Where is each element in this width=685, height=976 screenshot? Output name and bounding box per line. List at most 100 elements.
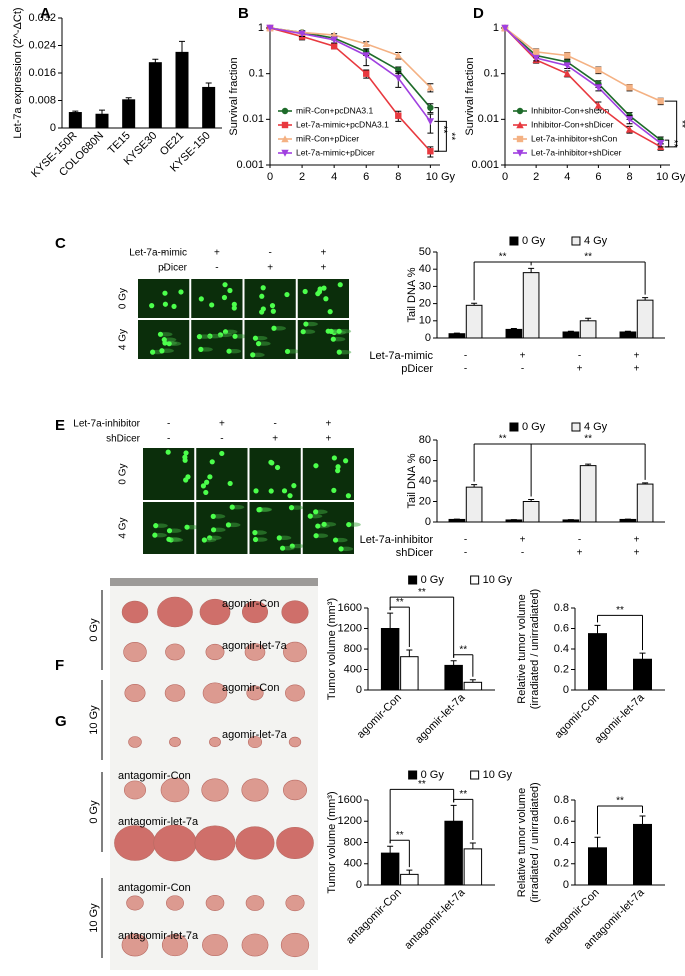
comet-head (291, 483, 297, 489)
marker (563, 62, 571, 70)
legend-label: Inhibitor-Con+shCon (531, 105, 609, 115)
comet-head (204, 479, 210, 485)
bar (619, 331, 637, 339)
tumor (194, 825, 236, 861)
bar (636, 483, 654, 523)
y-tick-label: 0.2 (554, 858, 569, 870)
comet-image (302, 448, 354, 500)
sig-bracket (597, 805, 643, 835)
x-tick-label: 6 (595, 171, 601, 183)
y-tick-label: 0.8 (554, 794, 569, 806)
comet-head (270, 308, 276, 314)
tumor (241, 933, 269, 957)
y-tick-label: 0 (425, 516, 431, 528)
comet-head (221, 294, 228, 301)
comet-head (252, 536, 259, 543)
dose-label: 0 Gy (88, 800, 100, 824)
comet-head (162, 290, 168, 296)
y-tick-label: 80 (419, 434, 431, 446)
y-tick-label: 0.2 (554, 663, 569, 675)
error-bar (406, 649, 413, 657)
treatment-label: pDicer (158, 263, 188, 274)
error-bar (594, 836, 601, 848)
treatment-sign: - (464, 548, 467, 559)
y-axis-label: (irradiated / unirradiated) (529, 589, 541, 709)
y-axis-label: Tumor volume (mm³) (326, 791, 338, 893)
treatment-sign: + (267, 263, 273, 274)
y-tick-label: 0.4 (554, 836, 569, 848)
comet-head (171, 303, 177, 310)
treatment-sign: + (219, 419, 225, 430)
bar (444, 820, 463, 886)
comet-head (316, 289, 323, 295)
tumor (161, 933, 189, 957)
legend-label: 0 Gy (421, 769, 445, 781)
marker (281, 107, 289, 115)
comet-head (260, 285, 266, 291)
comet-head (198, 346, 204, 352)
marker (625, 125, 634, 133)
bar (522, 272, 540, 339)
bar (465, 486, 483, 523)
error-bar (471, 302, 478, 306)
comet-head (338, 546, 344, 552)
sig-bracket (664, 100, 678, 148)
comet-head (274, 464, 281, 471)
tumor (166, 895, 184, 911)
comet-head (332, 537, 339, 543)
sig-label: ** (616, 796, 624, 807)
legend-label: 4 Gy (584, 421, 608, 433)
marker (594, 84, 603, 92)
marker (394, 74, 403, 82)
tumor (285, 684, 305, 702)
error-bar (567, 330, 574, 332)
tumor (285, 894, 305, 912)
comet-head (227, 287, 233, 294)
error-bar (205, 82, 212, 88)
sig-label: ** (446, 132, 457, 140)
comet-head (321, 521, 327, 527)
treatment-sign: + (577, 364, 583, 375)
tumor (247, 735, 263, 749)
comet-head (259, 293, 265, 299)
dose-label: 0 Gy (88, 618, 100, 642)
comet-head (203, 489, 209, 496)
y-tick-label: 0.024 (28, 39, 56, 51)
sig-label: ** (438, 126, 449, 134)
treatment-sign: - (167, 434, 170, 445)
y-axis-label: Tumor volume (mm³) (326, 598, 338, 700)
error-bar (125, 97, 132, 100)
y-axis-label: Relative tumor volume (516, 594, 528, 703)
error-bar (471, 484, 478, 488)
error-bar (528, 498, 535, 502)
bar (448, 333, 466, 339)
sig-label: ** (616, 605, 624, 616)
comet-head (232, 333, 238, 339)
comet-head (284, 348, 291, 355)
treatment-sign: + (272, 434, 278, 445)
tumor (124, 684, 146, 702)
group-label: agomir-let-7a (222, 729, 288, 741)
legend-swatch (571, 236, 581, 246)
y-tick-label: 0 (50, 122, 56, 134)
bar (444, 664, 463, 691)
dose-label: 10 Gy (88, 903, 100, 933)
group-label: agomir-Con (222, 682, 279, 694)
treatment-sign: + (520, 351, 526, 362)
treatment-sign: - (578, 535, 581, 546)
comet-head (166, 528, 173, 534)
comet-head (252, 335, 259, 341)
marker (657, 97, 664, 105)
tumor (241, 600, 269, 624)
comet-head (268, 459, 274, 465)
marker (281, 135, 289, 143)
x-tick-label: 0 (502, 171, 508, 183)
panel-label: C (55, 235, 66, 252)
bar (400, 656, 419, 691)
marker (266, 24, 274, 32)
treatment-label: Let-7a-mimic (369, 350, 433, 362)
tumor (121, 933, 149, 957)
marker (532, 54, 540, 62)
sig-bracket (473, 443, 646, 497)
y-tick-label: 0.001 (236, 159, 264, 171)
